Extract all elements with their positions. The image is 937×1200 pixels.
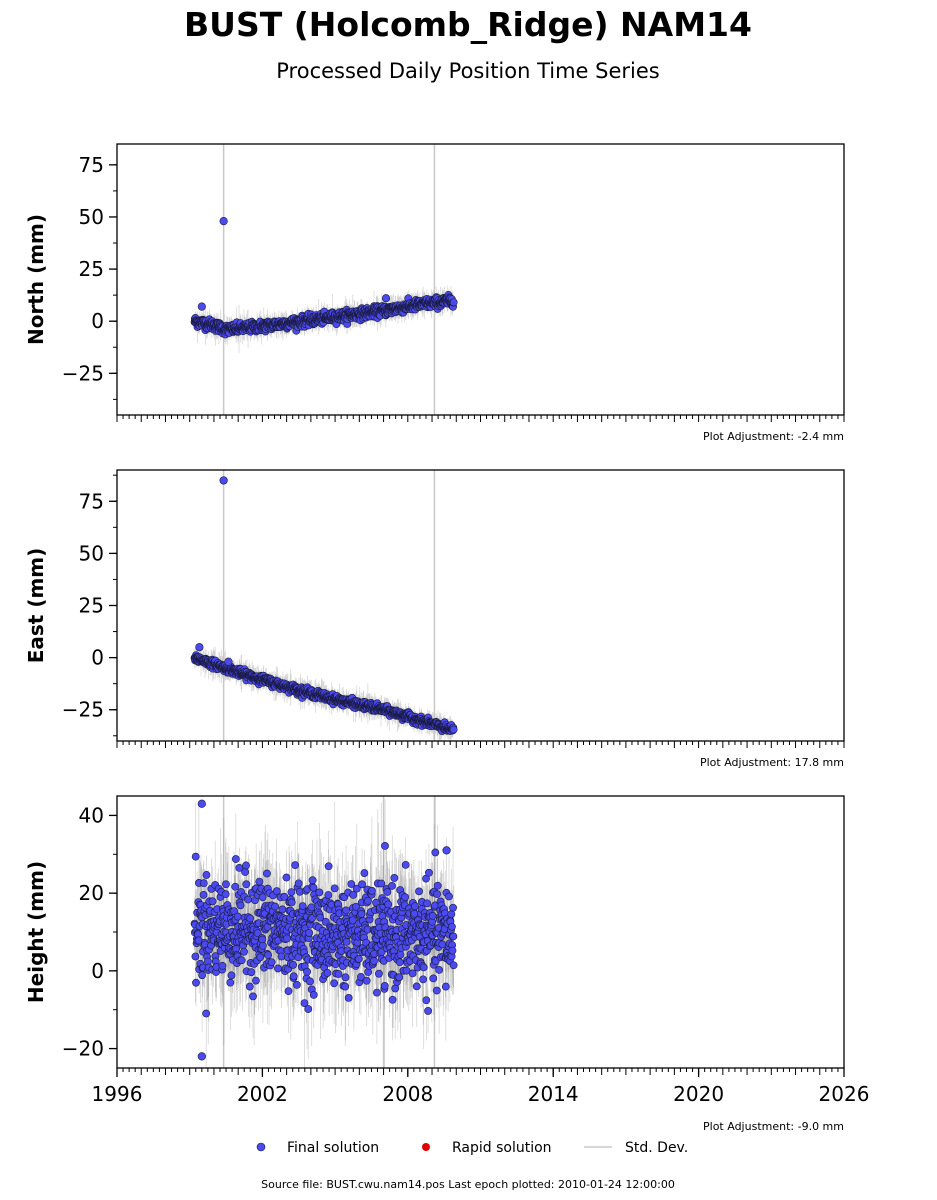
x-axis-ticks — [116, 415, 845, 422]
y-tick-label: 50 — [79, 541, 104, 565]
data-point — [218, 961, 227, 970]
y-tick-label: 25 — [79, 594, 104, 618]
y-tick-label: 75 — [79, 153, 104, 177]
data-point — [231, 882, 240, 891]
y-tick-label: −25 — [62, 361, 104, 385]
data-point — [233, 912, 242, 921]
plot-adjustment-note: Plot Adjustment: 17.8 mm — [700, 756, 844, 769]
y-axis-ticks: −25 0 25 50 75 — [62, 474, 117, 737]
data-point — [449, 725, 458, 734]
data-point — [242, 880, 251, 889]
outlier-point — [219, 217, 228, 226]
data-point — [242, 861, 250, 870]
data-point — [244, 895, 252, 904]
data-point — [191, 952, 200, 961]
x-axis-ticks — [116, 741, 845, 748]
data-point — [227, 971, 236, 980]
plot-area — [190, 470, 458, 741]
final-solution-points — [190, 217, 458, 339]
data-point — [202, 871, 211, 879]
y-axis-label: North (mm) — [24, 214, 48, 345]
data-point — [221, 890, 230, 899]
data-point — [245, 982, 254, 991]
east-panel: −25 0 25 50 75 East (mm) Plot Adjustment: 17.8… — [24, 469, 845, 769]
north-panel: −25 0 25 50 75 North (mm) Plot Adjustment: -2.… — [24, 143, 845, 443]
data-point — [449, 298, 458, 307]
data-point — [240, 947, 248, 956]
y-tick-label: 0 — [91, 646, 104, 670]
final-solution-points — [190, 799, 458, 1061]
y-axis-label: East (mm) — [24, 548, 48, 664]
data-point — [198, 971, 207, 980]
data-point — [199, 879, 208, 888]
y-tick-label: 0 — [91, 309, 104, 333]
data-point — [247, 968, 256, 977]
y-tick-label: 50 — [79, 205, 104, 229]
y-tick-label: 25 — [79, 257, 104, 281]
data-point — [249, 992, 257, 1001]
y-axis-ticks: −25 0 25 50 75 — [62, 153, 117, 400]
data-point — [252, 976, 260, 985]
data-point — [253, 929, 262, 938]
data-point — [208, 897, 217, 906]
data-point — [230, 907, 238, 916]
data-point — [202, 1009, 211, 1018]
y-tick-label: −25 — [62, 698, 104, 722]
data-point — [222, 880, 230, 889]
outlier-point — [219, 476, 228, 485]
data-point — [231, 855, 240, 863]
axes-frame — [116, 143, 845, 416]
outlier-point — [197, 302, 206, 311]
axes-frame — [116, 469, 845, 742]
data-point — [191, 852, 200, 861]
outlier-point — [195, 643, 204, 652]
outlier-point — [381, 294, 391, 303]
plot-area — [190, 796, 458, 1068]
data-point — [236, 901, 245, 910]
outlier-point — [224, 657, 233, 666]
data-point — [246, 914, 254, 923]
plot-area — [190, 144, 458, 415]
plot-adjustment-note: Plot Adjustment: -2.4 mm — [703, 430, 844, 443]
final-solution-points — [190, 476, 458, 735]
data-point — [235, 863, 244, 872]
chart-subtitle: Processed Daily Position Time Series — [276, 59, 660, 83]
data-point — [226, 978, 235, 987]
chart-title: BUST (Holcomb_Ridge) NAM14 — [184, 5, 752, 44]
data-point — [237, 956, 246, 965]
data-point — [199, 891, 208, 899]
data-point — [241, 868, 250, 876]
y-tick-label: 75 — [79, 489, 104, 513]
data-point — [192, 978, 200, 987]
